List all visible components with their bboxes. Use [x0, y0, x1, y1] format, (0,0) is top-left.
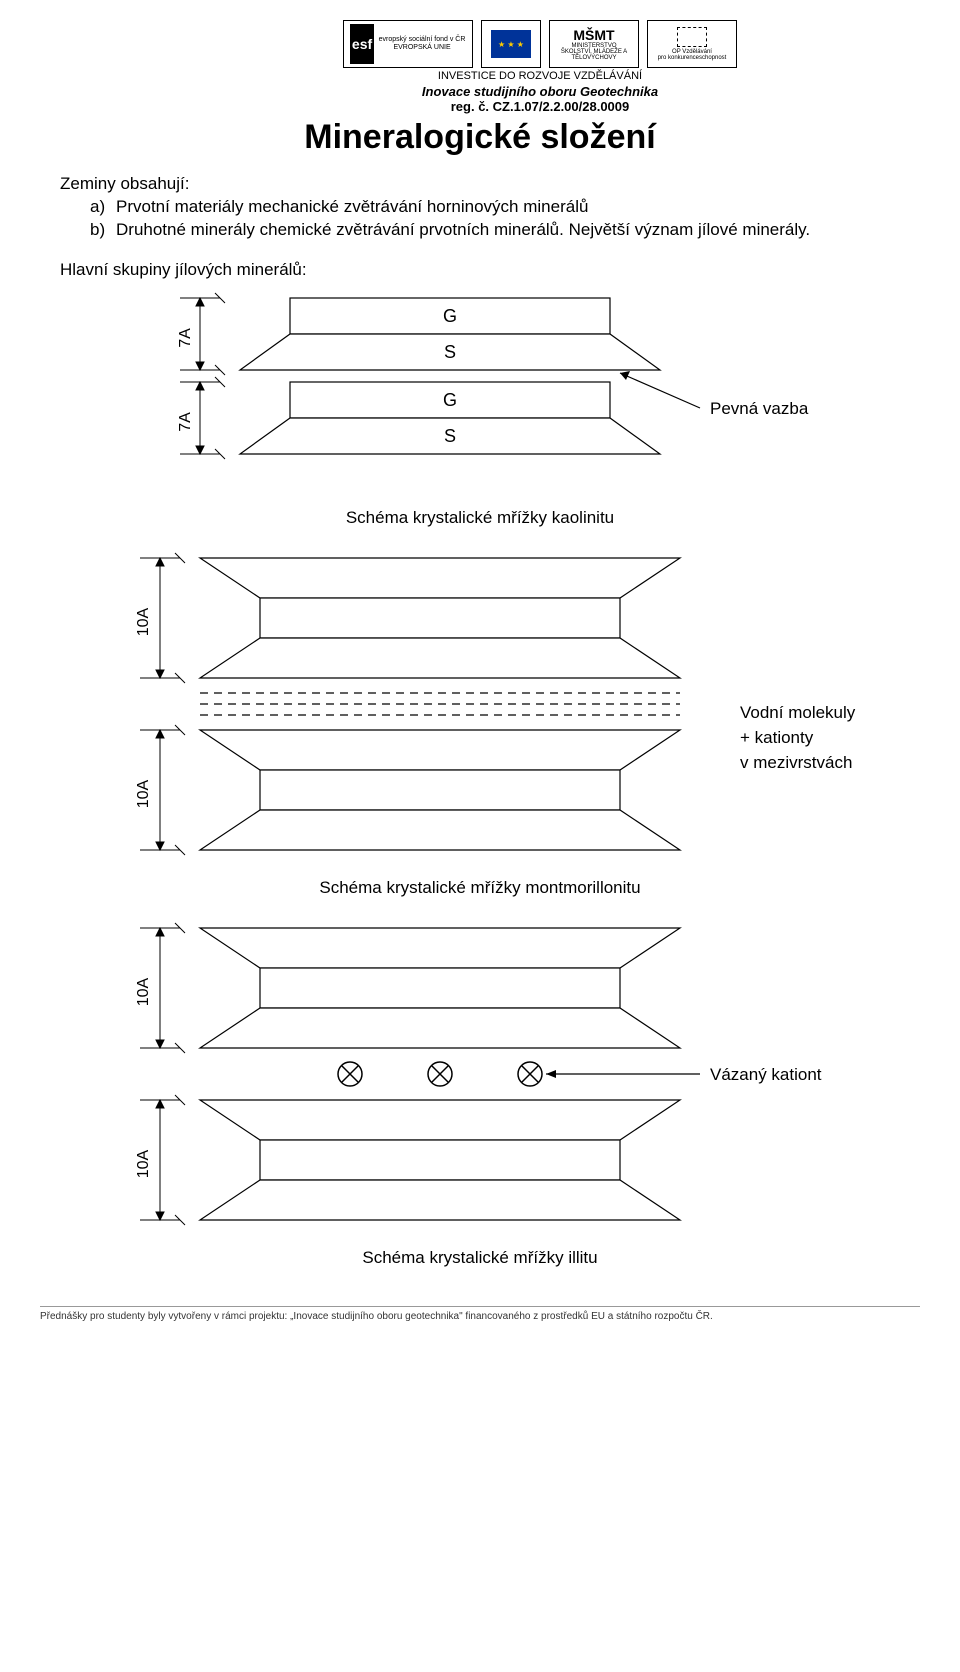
caption-illite: Schéma krystalické mřížky illitu: [60, 1248, 900, 1268]
dim-10a-m1: 10A: [135, 607, 152, 636]
mont-annot3: v mezivrstvách: [740, 753, 852, 772]
diagram-kaolinite: G S G S: [60, 288, 900, 528]
header-investice: INVESTICE DO ROZVOJE VZDĚLÁVÁNÍ: [180, 70, 900, 82]
header-reg: reg. č. CZ.1.07/2.2.00/28.0009: [180, 99, 900, 114]
eu-flag-icon: ★ ★ ★: [491, 30, 531, 58]
dim-7a-2: 7A: [177, 412, 194, 432]
header-inovace: Inovace studijního oboru Geotechnika: [180, 84, 900, 99]
layer-s2: S: [444, 426, 456, 446]
dim-10a-m2: 10A: [135, 779, 152, 808]
header-logos: esf evropský sociální fond v ČR EVROPSKÁ…: [180, 20, 900, 68]
bond-label: Pevná vazba: [710, 399, 809, 418]
esf-text: evropský sociální fond v ČR EVROPSKÁ UNI…: [378, 36, 466, 51]
diagram-illite: Vázaný kationt: [60, 918, 900, 1268]
dim-7a-1: 7A: [177, 328, 194, 348]
mont-annot1: Vodní molekuly: [740, 703, 856, 722]
page-title: Mineralogické složení: [60, 118, 900, 157]
mont-annot2: + kationty: [740, 728, 814, 747]
dim-10a-i2: 10A: [135, 1149, 152, 1178]
dim-10a-i1: 10A: [135, 977, 152, 1006]
layer-g: G: [443, 306, 457, 326]
op-icon: [677, 27, 707, 47]
caption-kaolinite: Schéma krystalické mřížky kaolinitu: [60, 508, 900, 528]
esf-mark: esf: [350, 24, 374, 64]
groups-label: Hlavní skupiny jílových minerálů:: [60, 260, 900, 280]
illite-cation-label: Vázaný kationt: [710, 1065, 822, 1084]
footer: Přednášky pro studenty byly vytvořeny v …: [0, 1306, 960, 1322]
caption-montmorillonite: Schéma krystalické mřížky montmorillonit…: [60, 878, 900, 898]
intro-lead: Zeminy obsahují:: [60, 173, 900, 196]
logo-esf: esf evropský sociální fond v ČR EVROPSKÁ…: [343, 20, 473, 68]
layer-s: S: [444, 342, 456, 362]
list-item-b: b) Druhotné minerály chemické zvětrávání…: [90, 219, 900, 242]
logo-eu: ★ ★ ★: [481, 20, 541, 68]
list-item-a: a) Prvotní materiály mechanické zvětrává…: [90, 196, 900, 219]
logo-msmt: MŠMT MINISTERSTVO ŠKOLSTVÍ, MLÁDEŽE A TĚ…: [549, 20, 639, 68]
logo-op: OP Vzdělávání pro konkurenceschopnost: [647, 20, 737, 68]
layer-g2: G: [443, 390, 457, 410]
diagram-montmorillonite: 10A 10A Vodní molekuly + kationty v mezi…: [60, 548, 900, 898]
footer-text: Přednášky pro studenty byly vytvořeny v …: [40, 1311, 920, 1322]
